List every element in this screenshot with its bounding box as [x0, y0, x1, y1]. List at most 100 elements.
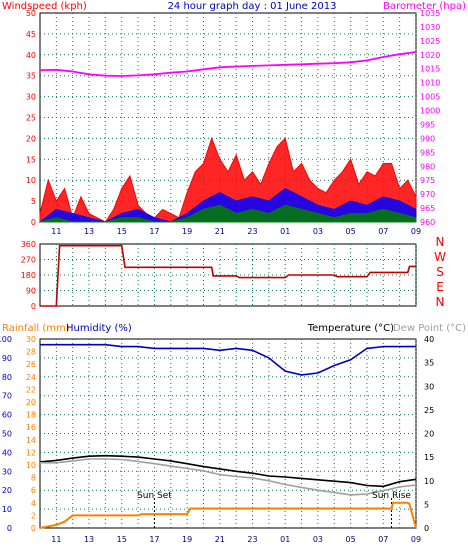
rainfall-y-tick: 10 — [26, 461, 36, 470]
humidity-line — [40, 343, 416, 376]
windspeed-y-tick: 40 — [26, 51, 36, 60]
temperature-y-tick: 30 — [424, 382, 434, 391]
humidity-y-tick: 10 — [2, 505, 12, 514]
temp-panel-x-tick: 23 — [247, 535, 257, 544]
barometer-y-tick: 1030 — [420, 23, 440, 32]
barometer-axis-label: Barometer (hpa) — [383, 1, 466, 12]
temperature-y-tick: 5 — [424, 500, 429, 509]
rainfall-y-tick: 18 — [26, 411, 36, 420]
windspeed-y-tick: 0 — [31, 218, 36, 227]
humidity-y-tick: 60 — [2, 411, 12, 420]
rainfall-y-tick: 16 — [26, 423, 36, 432]
barometer-y-tick: 1025 — [420, 37, 440, 46]
humidity-y-tick: 40 — [2, 448, 12, 457]
compass-label: E — [436, 280, 444, 294]
rainfall-y-tick: 14 — [26, 436, 36, 445]
temp-panel-x-tick: 03 — [313, 535, 323, 544]
chart-series — [38, 51, 417, 529]
chart-frames — [39, 12, 417, 529]
rainfall-y-tick: 8 — [31, 474, 36, 483]
wind-panel-x-tick: 07 — [378, 227, 388, 236]
windspeed-y-tick: 45 — [26, 30, 36, 39]
barometer-y-tick: 985 — [420, 148, 435, 157]
wind-direction-line — [40, 244, 416, 307]
temp-panel-x-tick: 17 — [149, 535, 159, 544]
direction-y-tick: 360 — [21, 240, 36, 249]
temp-panel-x-tick: 09 — [411, 535, 421, 544]
direction-y-tick: 270 — [21, 256, 36, 265]
barometer-y-tick: 1005 — [420, 93, 440, 102]
humidity-y-tick: 20 — [2, 486, 12, 495]
compass-label: N — [436, 295, 445, 309]
compass-label: S — [436, 265, 444, 279]
temperature-y-tick: 25 — [424, 406, 434, 415]
wind-panel-x-tick: 23 — [247, 227, 257, 236]
chart-grid — [40, 13, 417, 528]
barometer-y-tick: 975 — [420, 176, 435, 185]
barometer-y-tick: 970 — [420, 190, 435, 199]
temp-panel-x-tick: 01 — [280, 535, 290, 544]
rainfall-y-tick: 6 — [31, 486, 36, 495]
barometer-y-tick: 980 — [420, 162, 435, 171]
wind-panel-x-tick: 15 — [117, 227, 127, 236]
windspeed-y-tick: 25 — [26, 114, 36, 123]
dewpoint-line — [40, 458, 417, 496]
rainfall-y-tick: 12 — [26, 448, 36, 457]
humidity-y-tick: 90 — [2, 354, 12, 363]
chart-title: 24 hour graph day : 01 June 2013 — [168, 1, 337, 12]
temp-panel-x-tick: 05 — [346, 535, 356, 544]
barometer-y-tick: 1015 — [420, 65, 440, 74]
chart-labels: Windspeed (kph) 24 hour graph day : 01 J… — [0, 1, 466, 544]
sun-marker-label: Sun Set — [137, 491, 172, 501]
barometer-y-tick: 1010 — [420, 79, 440, 88]
temp-panel-x-tick: 19 — [182, 535, 192, 544]
rainfall-y-tick: 28 — [26, 348, 36, 357]
temperature-y-tick: 35 — [424, 359, 434, 368]
barometer-y-tick: 995 — [420, 120, 435, 129]
barometer-line — [39, 51, 417, 77]
temperature-y-tick: 15 — [424, 453, 434, 462]
wind-panel-x-tick: 05 — [346, 227, 356, 236]
barometer-y-tick: 965 — [420, 204, 435, 213]
wind-panel-x-tick: 09 — [411, 227, 421, 236]
rainfall-y-tick: 2 — [31, 511, 36, 520]
rainfall-y-tick: 26 — [26, 360, 36, 369]
temperature-axis-label: Temperature (°C) — [307, 323, 394, 334]
sun-marker-label: Sun Rise — [372, 491, 411, 501]
barometer-y-tick: 1020 — [420, 51, 440, 60]
gust-area — [39, 136, 417, 223]
temp-panel-x-tick: 21 — [215, 535, 225, 544]
humidity-y-tick: 30 — [2, 467, 12, 476]
temperature-line — [39, 454, 417, 488]
direction-y-tick: 180 — [21, 271, 36, 280]
temp-panel-x-tick: 13 — [84, 535, 94, 544]
wind-panel-x-tick: 03 — [313, 227, 323, 236]
barometer-y-tick: 990 — [420, 134, 435, 143]
windspeed-y-tick: 10 — [26, 176, 36, 185]
rainfall-y-tick: 24 — [26, 373, 36, 382]
windspeed-y-tick: 50 — [26, 9, 36, 18]
windspeed-axis-label: Windspeed (kph) — [2, 1, 87, 12]
humidity-y-tick: 100 — [0, 335, 12, 344]
wind-panel-x-tick: 21 — [215, 227, 225, 236]
humidity-y-tick: 80 — [2, 373, 12, 382]
windspeed-y-tick: 20 — [26, 134, 36, 143]
temperature-y-tick: 10 — [424, 477, 434, 486]
avg-area — [38, 188, 417, 223]
windspeed-y-tick: 5 — [31, 197, 36, 206]
wind-panel-x-tick: 19 — [182, 227, 192, 236]
barometer-y-tick: 960 — [420, 218, 435, 227]
compass-label: N — [436, 235, 445, 249]
rainfall-line — [39, 501, 417, 529]
humidity-y-tick: 0 — [7, 524, 12, 533]
rainfall-y-tick: 30 — [26, 335, 36, 344]
rainfall-y-tick: 4 — [31, 499, 36, 508]
barometer-y-tick: 1000 — [420, 107, 440, 116]
windspeed-y-tick: 35 — [26, 72, 36, 81]
dewpoint-axis-label: Dew Point (°C) — [393, 323, 466, 334]
rainfall-y-tick: 20 — [26, 398, 36, 407]
humidity-y-tick: 70 — [2, 392, 12, 401]
rainfall-y-tick: 22 — [26, 385, 36, 394]
temp-panel-x-tick: 11 — [51, 535, 61, 544]
